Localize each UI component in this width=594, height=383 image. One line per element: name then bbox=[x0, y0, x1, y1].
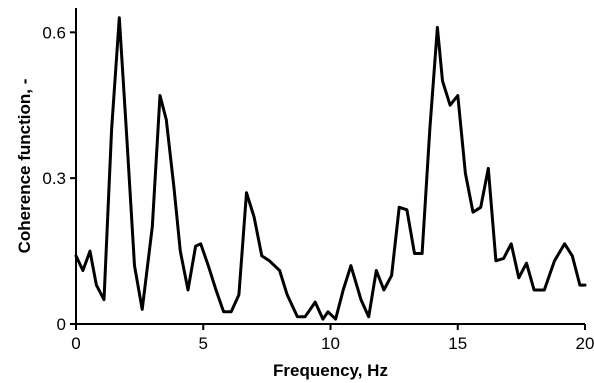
x-tick-label: 5 bbox=[199, 334, 208, 353]
ticks: 0 5 10 15 20 0 0.3 0.6 bbox=[42, 23, 594, 353]
x-tick-label: 0 bbox=[71, 334, 80, 353]
series-layer bbox=[74, 16, 587, 321]
y-tick-label: 0 bbox=[57, 315, 66, 334]
x-tick-label: 20 bbox=[576, 334, 594, 353]
axes bbox=[75, 8, 585, 325]
y-tick-label: 0.3 bbox=[42, 169, 66, 188]
coherence-series-line bbox=[74, 16, 587, 321]
x-tick-label: 15 bbox=[448, 334, 467, 353]
x-axis-title: Frequency, Hz bbox=[273, 361, 388, 380]
y-tick-label: 0.6 bbox=[42, 23, 66, 42]
y-axis-title: Coherence function, - bbox=[15, 79, 34, 254]
x-tick-label: 10 bbox=[321, 334, 340, 353]
